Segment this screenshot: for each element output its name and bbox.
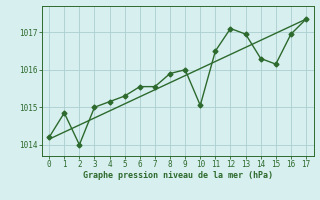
X-axis label: Graphe pression niveau de la mer (hPa): Graphe pression niveau de la mer (hPa) [83,171,273,180]
